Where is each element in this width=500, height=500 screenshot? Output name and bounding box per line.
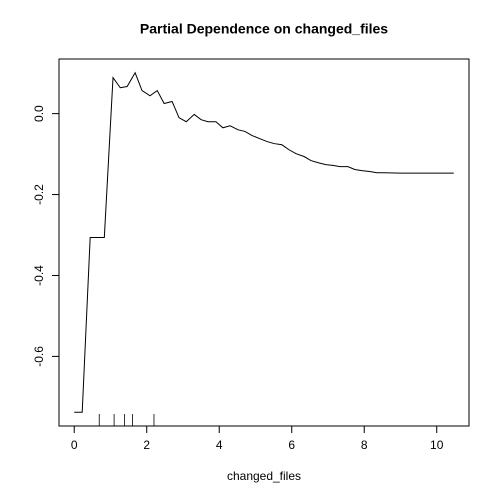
y-tick-label: 0.0 [32,105,46,122]
x-tick-label: 0 [71,438,78,452]
x-tick-label: 8 [361,438,368,452]
chart-title: Partial Dependence on changed_files [140,21,388,37]
y-tick-label: -0.2 [32,184,46,205]
x-tick-label: 4 [216,438,223,452]
x-tick-label: 10 [430,438,444,452]
y-tick-label: -0.6 [32,346,46,367]
pd-line [74,71,454,413]
x-tick-label: 6 [288,438,295,452]
x-tick-label: 2 [143,438,150,452]
y-tick-label: -0.4 [32,265,46,286]
x-axis-label: changed_files [227,469,301,483]
